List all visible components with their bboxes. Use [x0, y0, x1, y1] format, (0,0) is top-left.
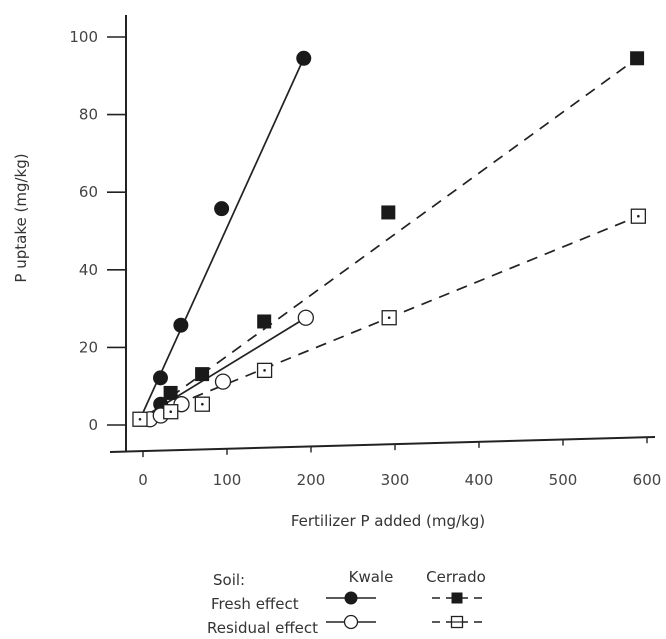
point-cerrado_fresh-5 — [630, 51, 645, 66]
x-tick-label-100: 100 — [213, 471, 242, 489]
fit-lines — [139, 57, 639, 421]
point-cerrado_fresh-3 — [257, 314, 272, 329]
axes — [109, 15, 656, 453]
legend-kwale-fresh-symbol — [326, 591, 376, 605]
point-cerrado_residual-1-dot — [169, 410, 173, 414]
x-tick-label-400: 400 — [465, 471, 494, 489]
legend-kwale-residual-symbol — [326, 614, 376, 630]
y-tick-label-0: 0 — [88, 416, 98, 434]
x-tick-label-200: 200 — [297, 471, 326, 489]
x-tick-label-500: 500 — [549, 471, 578, 489]
legend-fresh-label: Fresh effect — [211, 595, 299, 613]
y-tick-label-80: 80 — [79, 106, 98, 124]
y-tick-label-60: 60 — [79, 183, 98, 201]
legend-kwale-header: Kwale — [349, 568, 394, 586]
point-cerrado_fresh-1 — [163, 385, 178, 400]
point-cerrado_residual-0-dot — [138, 417, 142, 421]
legend-cerrado-residual-symbol — [432, 615, 482, 629]
legend-residual-label: Residual effect — [207, 619, 318, 637]
y-axis-label: P uptake (mg/kg) — [12, 153, 30, 282]
point-cerrado_residual-2-dot — [201, 402, 204, 406]
y-ticks: 0 20 40 60 80 100 — [69, 28, 126, 434]
point-cerrado_fresh-4 — [381, 205, 396, 220]
x-ticks: 0 100 200 300 400 500 600 — [138, 437, 661, 489]
x-tick-label-0: 0 — [138, 471, 148, 489]
legend-cerrado-header: Cerrado — [426, 568, 486, 586]
point-kwale_fresh-5 — [296, 50, 312, 66]
data-markers — [132, 50, 646, 428]
point-kwale_fresh-2 — [152, 370, 168, 386]
point-cerrado_fresh-2 — [195, 367, 210, 382]
point-kwale_fresh-4 — [214, 201, 230, 217]
fit-line-cerrado_fresh — [139, 57, 638, 420]
legend-cerrado-fresh-symbol — [432, 592, 482, 604]
point-cerrado_residual-3-dot — [263, 369, 266, 372]
x-axis-line — [109, 436, 656, 453]
y-tick-label-100: 100 — [69, 28, 98, 46]
legend-soil-label: Soil: — [213, 571, 245, 589]
x-tick-label-600: 600 — [633, 471, 662, 489]
point-kwale_residual-3 — [214, 373, 232, 390]
x-axis-label: Fertilizer P added (mg/kg) — [291, 512, 485, 530]
point-kwale_fresh-3 — [173, 317, 189, 333]
y-tick-label-20: 20 — [79, 338, 98, 356]
y-tick-label-40: 40 — [79, 261, 98, 279]
x-tick-label-300: 300 — [381, 471, 410, 489]
fit-line-kwale_fresh — [139, 57, 305, 420]
point-cerrado_residual-5-dot — [637, 214, 640, 218]
point-kwale_residual-4 — [297, 309, 314, 326]
legend: Soil: Kwale Cerrado Fresh effect Residua… — [207, 568, 486, 637]
point-cerrado_residual-4-dot — [387, 316, 391, 320]
